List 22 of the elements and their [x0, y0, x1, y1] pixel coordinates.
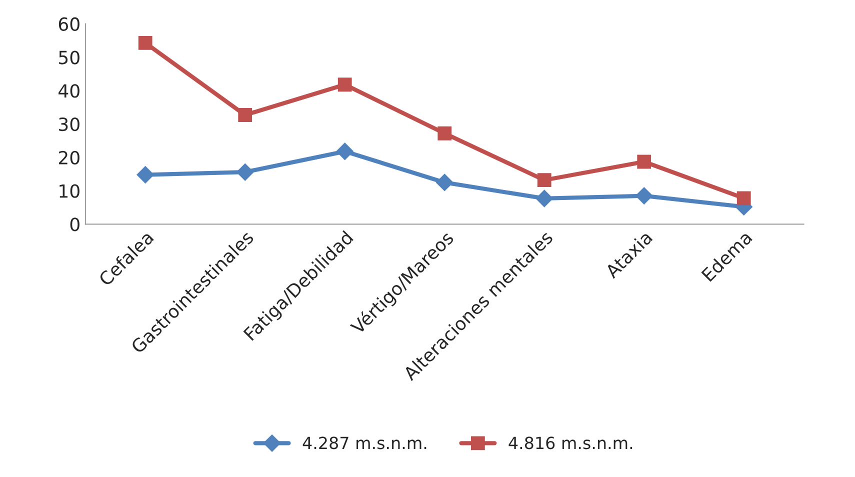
- y-tick-label: 60: [58, 17, 80, 31]
- y-tick-label: 50: [59, 50, 80, 64]
- y-tick-label: 20: [58, 150, 80, 165]
- y-tick-label: 10: [60, 184, 80, 198]
- legend-label: 4.287 m.s.n.m.: [302, 436, 426, 450]
- legend-label: 4.816 m.s.n.m.: [508, 436, 632, 450]
- point: [536, 190, 553, 208]
- y-tick-label: 0: [70, 218, 80, 232]
- point: [436, 174, 454, 192]
- point: [136, 166, 154, 184]
- point: [636, 187, 653, 204]
- point: [138, 36, 152, 50]
- point: [338, 78, 352, 92]
- point: [637, 154, 652, 169]
- point: [537, 173, 552, 188]
- point: [736, 191, 751, 206]
- point: [236, 164, 254, 181]
- point: [336, 142, 354, 160]
- point: [238, 108, 252, 122]
- y-tick-label: 30: [59, 117, 80, 132]
- y-tick-label: 40: [58, 84, 80, 98]
- point: [438, 126, 452, 140]
